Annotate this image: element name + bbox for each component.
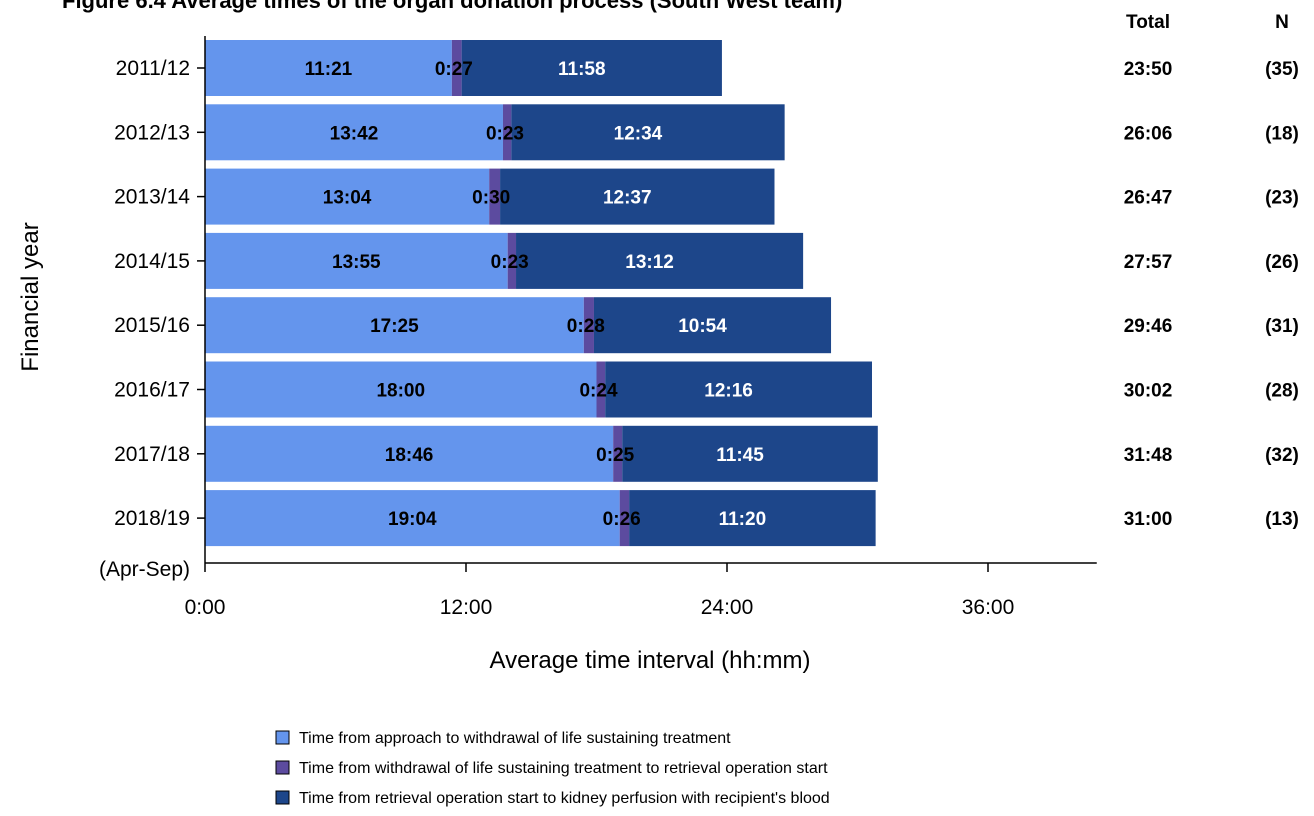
- total-value-2018-19: 31:00: [1124, 509, 1173, 530]
- data-label-3-2012-13: 12:34: [614, 123, 663, 144]
- data-label-2-2016-17: 0:24: [579, 381, 617, 402]
- legend-label-3: Time from retrieval operation start to k…: [299, 790, 830, 807]
- category-label-2011-12: 2011/12: [116, 57, 190, 80]
- bar-segment-2-2016-17: [596, 361, 606, 418]
- bars-group: 11:21 0:27 11:58 23:50 (35) 13:42 0:23 12:34 26:…: [205, 40, 1299, 547]
- legend-label-2: Time from withdrawal of life sustaining …: [299, 760, 828, 777]
- total-value-2017-18: 31:48: [1124, 445, 1173, 466]
- legend: Time from approach to withdrawal of life…: [275, 730, 830, 807]
- legend-swatch-1: [275, 730, 290, 745]
- n-value-2018-19: (13): [1265, 509, 1299, 530]
- total-value-2014-15: 27:57: [1124, 252, 1173, 273]
- bar-segment-1-2016-17: [205, 361, 597, 418]
- total-column-header: Total: [1126, 12, 1170, 33]
- x-tick-label-36-00: 36:00: [962, 596, 1015, 619]
- bar-segment-1-2013-14: [205, 168, 490, 225]
- data-label-1-2013-14: 13:04: [323, 188, 372, 209]
- category-label-2014-15: 2014/15: [114, 250, 190, 273]
- data-label-3-2017-18: 11:45: [716, 445, 764, 466]
- bar-segment-3-2018-19: [629, 490, 876, 547]
- n-value-2016-17: (28): [1265, 381, 1299, 402]
- n-value-2014-15: (26): [1265, 252, 1299, 273]
- data-label-3-2011-12: 11:58: [558, 59, 606, 80]
- data-label-3-2018-19: 11:20: [719, 509, 767, 530]
- n-value-2015-16: (31): [1265, 316, 1299, 337]
- bar-segment-3-2017-18: [622, 425, 878, 482]
- data-label-3-2014-15: 13:12: [625, 252, 674, 273]
- bar-segment-2-2015-16: [583, 297, 594, 354]
- data-label-2-2013-14: 0:30: [472, 188, 510, 209]
- bar-segment-2-2013-14: [489, 168, 501, 225]
- category-label-2013-14: 2013/14: [114, 186, 190, 209]
- axes-group: 2011/12 2012/13 2013/14 2014/15 2015/16 2016/…: [99, 36, 1097, 619]
- n-value-2017-18: (32): [1265, 445, 1299, 466]
- data-label-3-2016-17: 12:16: [704, 381, 753, 402]
- bar-segment-2-2012-13: [502, 104, 512, 161]
- n-value-2012-13: (18): [1265, 123, 1299, 144]
- total-value-2011-12: 23:50: [1124, 59, 1173, 80]
- category-label-2016-17: 2016/17: [114, 379, 190, 402]
- data-label-1-2016-17: 18:00: [376, 381, 425, 402]
- n-value-2013-14: (23): [1265, 188, 1299, 209]
- bar-segment-3-2014-15: [516, 232, 804, 289]
- x-tick-label-24-00: 24:00: [701, 596, 754, 619]
- bar-segment-1-2011-12: [205, 40, 452, 96]
- legend-swatch-3: [275, 790, 290, 805]
- data-label-2-2018-19: 0:26: [603, 509, 641, 530]
- bar-segment-1-2018-19: [205, 490, 620, 547]
- bar-segment-3-2016-17: [605, 361, 872, 418]
- data-label-1-2017-18: 18:46: [385, 445, 434, 466]
- total-value-2015-16: 29:46: [1124, 316, 1173, 337]
- bar-segment-3-2013-14: [500, 168, 775, 225]
- bar-segment-3-2011-12: [461, 40, 722, 96]
- data-label-3-2013-14: 12:37: [603, 188, 652, 209]
- bar-segment-2-2018-19: [619, 490, 630, 547]
- bar-segment-1-2017-18: [205, 425, 614, 482]
- bar-segment-2-2017-18: [613, 425, 623, 482]
- legend-swatch-2: [275, 760, 290, 775]
- data-label-2-2015-16: 0:28: [567, 316, 605, 337]
- data-label-1-2011-12: 11:21: [305, 59, 353, 80]
- bar-segment-1-2012-13: [205, 104, 503, 161]
- total-value-2012-13: 26:06: [1124, 123, 1173, 144]
- x-tick-label-12-00: 12:00: [440, 596, 493, 619]
- bar-segment-3-2012-13: [511, 104, 785, 161]
- y-axis-title: Financial year: [17, 222, 44, 371]
- data-label-1-2012-13: 13:42: [330, 123, 379, 144]
- data-label-1-2015-16: 17:25: [370, 316, 419, 337]
- bar-segment-1-2015-16: [205, 297, 584, 354]
- bar-segment-1-2014-15: [205, 232, 508, 289]
- category-label-2015-16: 2015/16: [114, 314, 190, 337]
- bar-segment-2-2011-12: [451, 40, 462, 96]
- category-label-2018-19: 2018/19: [114, 507, 190, 530]
- x-axis-title: Average time interval (hh:mm): [490, 647, 811, 674]
- n-value-2011-12: (35): [1265, 59, 1299, 80]
- category-label-2012-13: 2012/13: [114, 121, 190, 144]
- legend-label-1: Time from approach to withdrawal of life…: [299, 730, 731, 747]
- data-label-1-2018-19: 19:04: [388, 509, 437, 530]
- data-label-2-2011-12: 0:27: [435, 59, 473, 80]
- total-value-2016-17: 30:02: [1124, 381, 1173, 402]
- bar-segment-3-2015-16: [593, 297, 832, 354]
- data-label-3-2015-16: 10:54: [678, 316, 727, 337]
- category-sublabel: (Apr-Sep): [99, 558, 190, 581]
- category-label-2017-18: 2017/18: [114, 443, 190, 466]
- column-headers: Total N: [1126, 12, 1289, 33]
- chart-title: Figure 6.4 Average times of the organ do…: [62, 0, 842, 13]
- data-label-2-2017-18: 0:25: [596, 445, 634, 466]
- n-column-header: N: [1275, 12, 1289, 33]
- data-label-2-2014-15: 0:23: [491, 252, 529, 273]
- data-label-2-2012-13: 0:23: [486, 123, 524, 144]
- total-value-2013-14: 26:47: [1124, 188, 1173, 209]
- x-tick-label-0-00: 0:00: [185, 596, 226, 619]
- data-label-1-2014-15: 13:55: [332, 252, 381, 273]
- bar-segment-2-2014-15: [507, 232, 517, 289]
